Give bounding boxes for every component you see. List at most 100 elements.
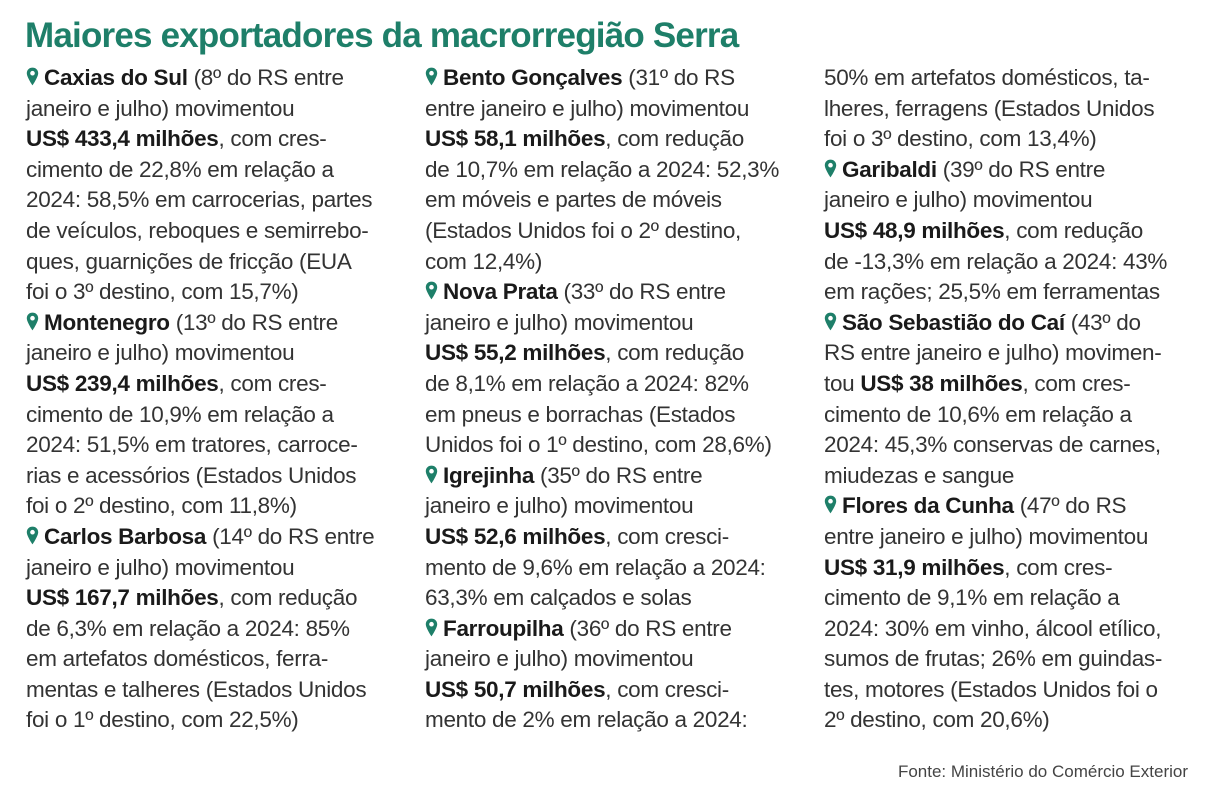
text-line: sumos de frutas; 26% em guindas- <box>824 644 1204 675</box>
body-text: tes, motores (Estados Unidos foi o <box>824 676 1158 702</box>
body-text: , com cres- <box>218 370 327 396</box>
text-line: Farroupilha (36º do RS entre <box>425 614 805 645</box>
export-amount: US$ 48,9 milhões <box>824 217 1005 243</box>
map-pin-icon <box>26 312 39 331</box>
text-line: US$ 31,9 milhões, com cres- <box>824 553 1204 584</box>
body-text: (13º do RS entre <box>169 309 339 335</box>
text-line: com 12,4%) <box>425 247 805 278</box>
body-text: , com cres- <box>1022 370 1131 396</box>
text-line: Montenegro (13º do RS entre <box>26 308 406 339</box>
map-pin-icon <box>26 67 39 86</box>
text-line: janeiro e julho) movimentou <box>425 644 805 675</box>
map-pin-icon <box>425 618 438 637</box>
text-line: RS entre janeiro e julho) movimen- <box>824 338 1204 369</box>
text-line: ques, guarnições de fricção (EUA <box>26 247 406 278</box>
body-text: em artefatos domésticos, ferra- <box>26 646 329 672</box>
body-text: , com cres- <box>218 126 327 152</box>
text-line: entre janeiro e julho) movimentou <box>824 522 1204 553</box>
text-line: 2024: 58,5% em carrocerias, partes <box>26 185 406 216</box>
body-text: entre janeiro e julho) movimentou <box>425 95 750 121</box>
body-text: ques, guarnições de fricção (EUA <box>26 248 352 274</box>
body-text: RS entre janeiro e julho) movimen- <box>824 340 1162 366</box>
text-line: janeiro e julho) movimentou <box>26 553 406 584</box>
text-line: entre janeiro e julho) movimentou <box>425 94 805 125</box>
text-line: em rações; 25,5% em ferramentas <box>824 277 1204 308</box>
text-line: São Sebastião do Caí (43º do <box>824 308 1204 339</box>
text-line: foi o 1º destino, com 22,5%) <box>26 705 406 736</box>
text-line: lheres, ferragens (Estados Unidos <box>824 94 1204 125</box>
text-line: US$ 433,4 milhões, com cres- <box>26 124 406 155</box>
text-line: 2º destino, com 20,6%) <box>824 705 1204 736</box>
body-text: mento de 2% em relação a 2024: <box>425 707 748 733</box>
source-note: Fonte: Ministério do Comércio Exterior <box>897 762 1188 781</box>
column-1: Caxias do Sul (8º do RS entre janeiro e j… <box>26 63 406 736</box>
map-pin-icon <box>425 281 438 300</box>
text-line: US$ 58,1 milhões, com redução <box>425 124 805 155</box>
city-name: Garibaldi <box>842 156 937 182</box>
text-line: cimento de 22,8% em relação a <box>26 155 406 186</box>
export-amount: US$ 58,1 milhões <box>425 126 606 152</box>
text-line: Garibaldi (39º do RS entre <box>824 155 1204 186</box>
map-pin-icon <box>26 526 39 545</box>
city-name: Caxias do Sul <box>44 65 188 90</box>
body-text: , com redução <box>1004 217 1143 243</box>
body-text: janeiro e julho) movimentou <box>425 309 694 335</box>
text-line: US$ 239,4 milhões, com cres- <box>26 369 406 400</box>
text-line: cimento de 10,9% em relação a <box>26 400 406 431</box>
body-text: 2024: 58,5% em carrocerias, partes <box>26 187 373 213</box>
body-text: (36º do RS entre <box>563 615 732 641</box>
body-text: (43º do <box>1064 309 1141 335</box>
export-amount: US$ 38 milhões <box>860 370 1023 396</box>
body-text: com 12,4%) <box>425 248 543 274</box>
body-text: cimento de 10,6% em relação a <box>824 401 1132 427</box>
city-name: Farroupilha <box>443 615 564 641</box>
map-pin-icon <box>425 465 438 484</box>
text-line: US$ 48,9 milhões, com redução <box>824 216 1204 247</box>
map-pin-icon <box>824 159 837 178</box>
text-line: Nova Prata (33º do RS entre <box>425 277 805 308</box>
map-pin-icon <box>824 312 837 331</box>
body-text: de 8,1% em relação a 2024: 82% <box>425 370 749 396</box>
export-amount: US$ 50,7 milhões <box>425 676 606 702</box>
body-text: lheres, ferragens (Estados Unidos <box>824 95 1155 121</box>
city-name: Bento Gonçalves <box>443 65 623 90</box>
export-amount: US$ 52,6 milhões <box>425 523 606 549</box>
body-text: em móveis e partes de móveis <box>425 187 722 213</box>
body-text: janeiro e julho) movimentou <box>425 646 694 672</box>
body-text: cimento de 9,1% em relação a <box>824 585 1120 611</box>
text-line: em artefatos domésticos, ferra- <box>26 644 406 675</box>
city-name: Nova Prata <box>443 279 558 305</box>
body-text: janeiro e julho) movimentou <box>824 187 1093 213</box>
text-line: mentas e talheres (Estados Unidos <box>26 675 406 706</box>
text-line: de 10,7% em relação a 2024: 52,3% <box>425 155 805 186</box>
text-line: janeiro e julho) movimentou <box>26 94 406 125</box>
text-line: em pneus e borrachas (Estados <box>425 400 805 431</box>
text-line: Carlos Barbosa (14º do RS entre <box>26 522 406 553</box>
body-text: de veículos, reboques e semirrebo- <box>26 217 369 243</box>
export-amount: US$ 31,9 milhões <box>824 554 1005 580</box>
column-2: Bento Gonçalves (31º do RS entre janeiro … <box>425 63 805 736</box>
text-line: miudezas e sangue <box>824 461 1204 492</box>
body-text: cimento de 10,9% em relação a <box>26 401 334 427</box>
city-name: Carlos Barbosa <box>44 523 207 549</box>
body-text: cimento de 22,8% em relação a <box>26 156 334 182</box>
text-line: US$ 52,6 milhões, com cresci- <box>425 522 805 553</box>
body-text: sumos de frutas; 26% em guindas- <box>824 646 1163 672</box>
text-line: janeiro e julho) movimentou <box>824 185 1204 216</box>
body-text: , com redução <box>605 126 744 152</box>
text-line: 50% em artefatos domésticos, ta- <box>824 63 1204 94</box>
body-text: em rações; 25,5% em ferramentas <box>824 279 1160 305</box>
text-line: 2024: 45,3% conservas de carnes, <box>824 430 1204 461</box>
text-line: cimento de 10,6% em relação a <box>824 400 1204 431</box>
body-text: (8º do RS entre <box>187 65 344 90</box>
body-text: (31º do RS <box>622 65 735 90</box>
text-line: de 6,3% em relação a 2024: 85% <box>26 614 406 645</box>
body-text: rias e acessórios (Estados Unidos <box>26 462 357 488</box>
body-text: 2024: 45,3% conservas de carnes, <box>824 432 1161 458</box>
body-text: foi o 2º destino, com 11,8%) <box>26 493 297 519</box>
city-name: Montenegro <box>44 309 170 335</box>
body-text: janeiro e julho) movimentou <box>26 95 295 121</box>
body-text: de -13,3% em relação a 2024: 43% <box>824 248 1168 274</box>
map-pin-icon <box>824 495 837 514</box>
map-pin-icon <box>425 67 438 86</box>
